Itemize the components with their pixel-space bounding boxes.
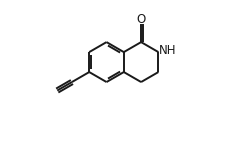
Text: NH: NH	[158, 44, 176, 57]
Text: O: O	[136, 13, 145, 26]
